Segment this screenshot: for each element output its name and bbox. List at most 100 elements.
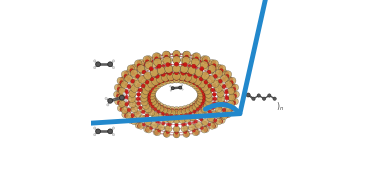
Circle shape (219, 114, 222, 117)
Circle shape (155, 124, 161, 130)
Circle shape (165, 113, 169, 117)
Circle shape (165, 57, 172, 64)
Circle shape (148, 89, 152, 93)
Circle shape (200, 126, 204, 130)
Circle shape (122, 112, 128, 118)
Circle shape (215, 77, 222, 83)
Circle shape (204, 87, 211, 94)
Circle shape (225, 95, 228, 98)
Circle shape (131, 114, 134, 117)
Circle shape (179, 71, 183, 75)
Circle shape (125, 102, 128, 106)
Circle shape (196, 95, 203, 102)
Circle shape (189, 116, 195, 121)
Circle shape (188, 58, 195, 65)
Circle shape (157, 66, 165, 74)
Circle shape (201, 76, 208, 83)
Circle shape (208, 115, 211, 118)
Circle shape (199, 86, 202, 90)
Circle shape (118, 88, 124, 95)
Circle shape (185, 75, 192, 82)
Circle shape (128, 117, 134, 124)
Circle shape (220, 117, 223, 120)
Circle shape (200, 67, 204, 71)
Circle shape (146, 126, 149, 129)
Circle shape (145, 61, 153, 69)
Circle shape (173, 57, 180, 63)
Circle shape (195, 122, 202, 129)
Circle shape (204, 126, 207, 129)
Circle shape (137, 125, 141, 128)
Circle shape (201, 106, 208, 113)
Circle shape (127, 101, 131, 104)
Circle shape (208, 75, 212, 79)
Circle shape (195, 57, 198, 61)
Circle shape (157, 57, 161, 60)
Circle shape (131, 106, 138, 113)
Circle shape (129, 101, 136, 108)
Circle shape (124, 74, 128, 78)
Circle shape (145, 72, 149, 75)
Circle shape (198, 92, 205, 100)
Circle shape (167, 108, 170, 111)
Circle shape (151, 81, 154, 84)
Circle shape (184, 113, 188, 117)
Circle shape (124, 71, 128, 75)
Circle shape (137, 92, 141, 96)
Circle shape (185, 107, 192, 114)
Circle shape (121, 71, 128, 78)
Circle shape (148, 102, 155, 108)
Circle shape (139, 80, 142, 83)
Circle shape (175, 62, 178, 66)
Circle shape (165, 108, 168, 111)
Circle shape (131, 118, 137, 125)
Circle shape (184, 67, 191, 73)
Circle shape (169, 109, 175, 116)
Circle shape (172, 56, 181, 64)
Circle shape (137, 122, 141, 125)
Circle shape (201, 96, 204, 100)
Circle shape (145, 114, 149, 117)
Circle shape (147, 90, 150, 93)
Circle shape (139, 115, 146, 122)
Circle shape (138, 106, 142, 110)
Circle shape (152, 87, 156, 91)
Circle shape (128, 95, 135, 103)
Circle shape (138, 117, 144, 123)
Circle shape (130, 69, 138, 77)
Circle shape (129, 82, 136, 88)
Circle shape (216, 113, 222, 119)
Circle shape (192, 101, 199, 107)
Circle shape (198, 102, 205, 108)
Circle shape (168, 76, 176, 83)
Circle shape (180, 109, 183, 112)
Circle shape (118, 87, 126, 94)
Circle shape (203, 90, 206, 93)
Circle shape (149, 87, 155, 93)
Circle shape (190, 105, 194, 108)
Circle shape (94, 67, 96, 69)
Circle shape (130, 120, 133, 123)
Circle shape (162, 122, 165, 125)
Circle shape (179, 109, 185, 115)
Circle shape (164, 126, 170, 131)
Circle shape (195, 98, 201, 105)
Circle shape (195, 132, 198, 135)
Circle shape (225, 83, 228, 86)
Circle shape (107, 104, 109, 106)
Circle shape (150, 109, 153, 112)
Circle shape (209, 117, 215, 123)
Circle shape (167, 73, 175, 81)
Circle shape (205, 84, 212, 90)
Circle shape (165, 72, 169, 76)
Circle shape (142, 70, 146, 74)
Circle shape (144, 119, 151, 125)
Circle shape (137, 93, 140, 96)
Circle shape (175, 71, 178, 75)
Circle shape (139, 107, 145, 112)
Circle shape (229, 77, 236, 84)
Circle shape (148, 73, 155, 80)
Circle shape (219, 69, 223, 73)
Circle shape (154, 102, 157, 105)
Circle shape (213, 93, 216, 96)
